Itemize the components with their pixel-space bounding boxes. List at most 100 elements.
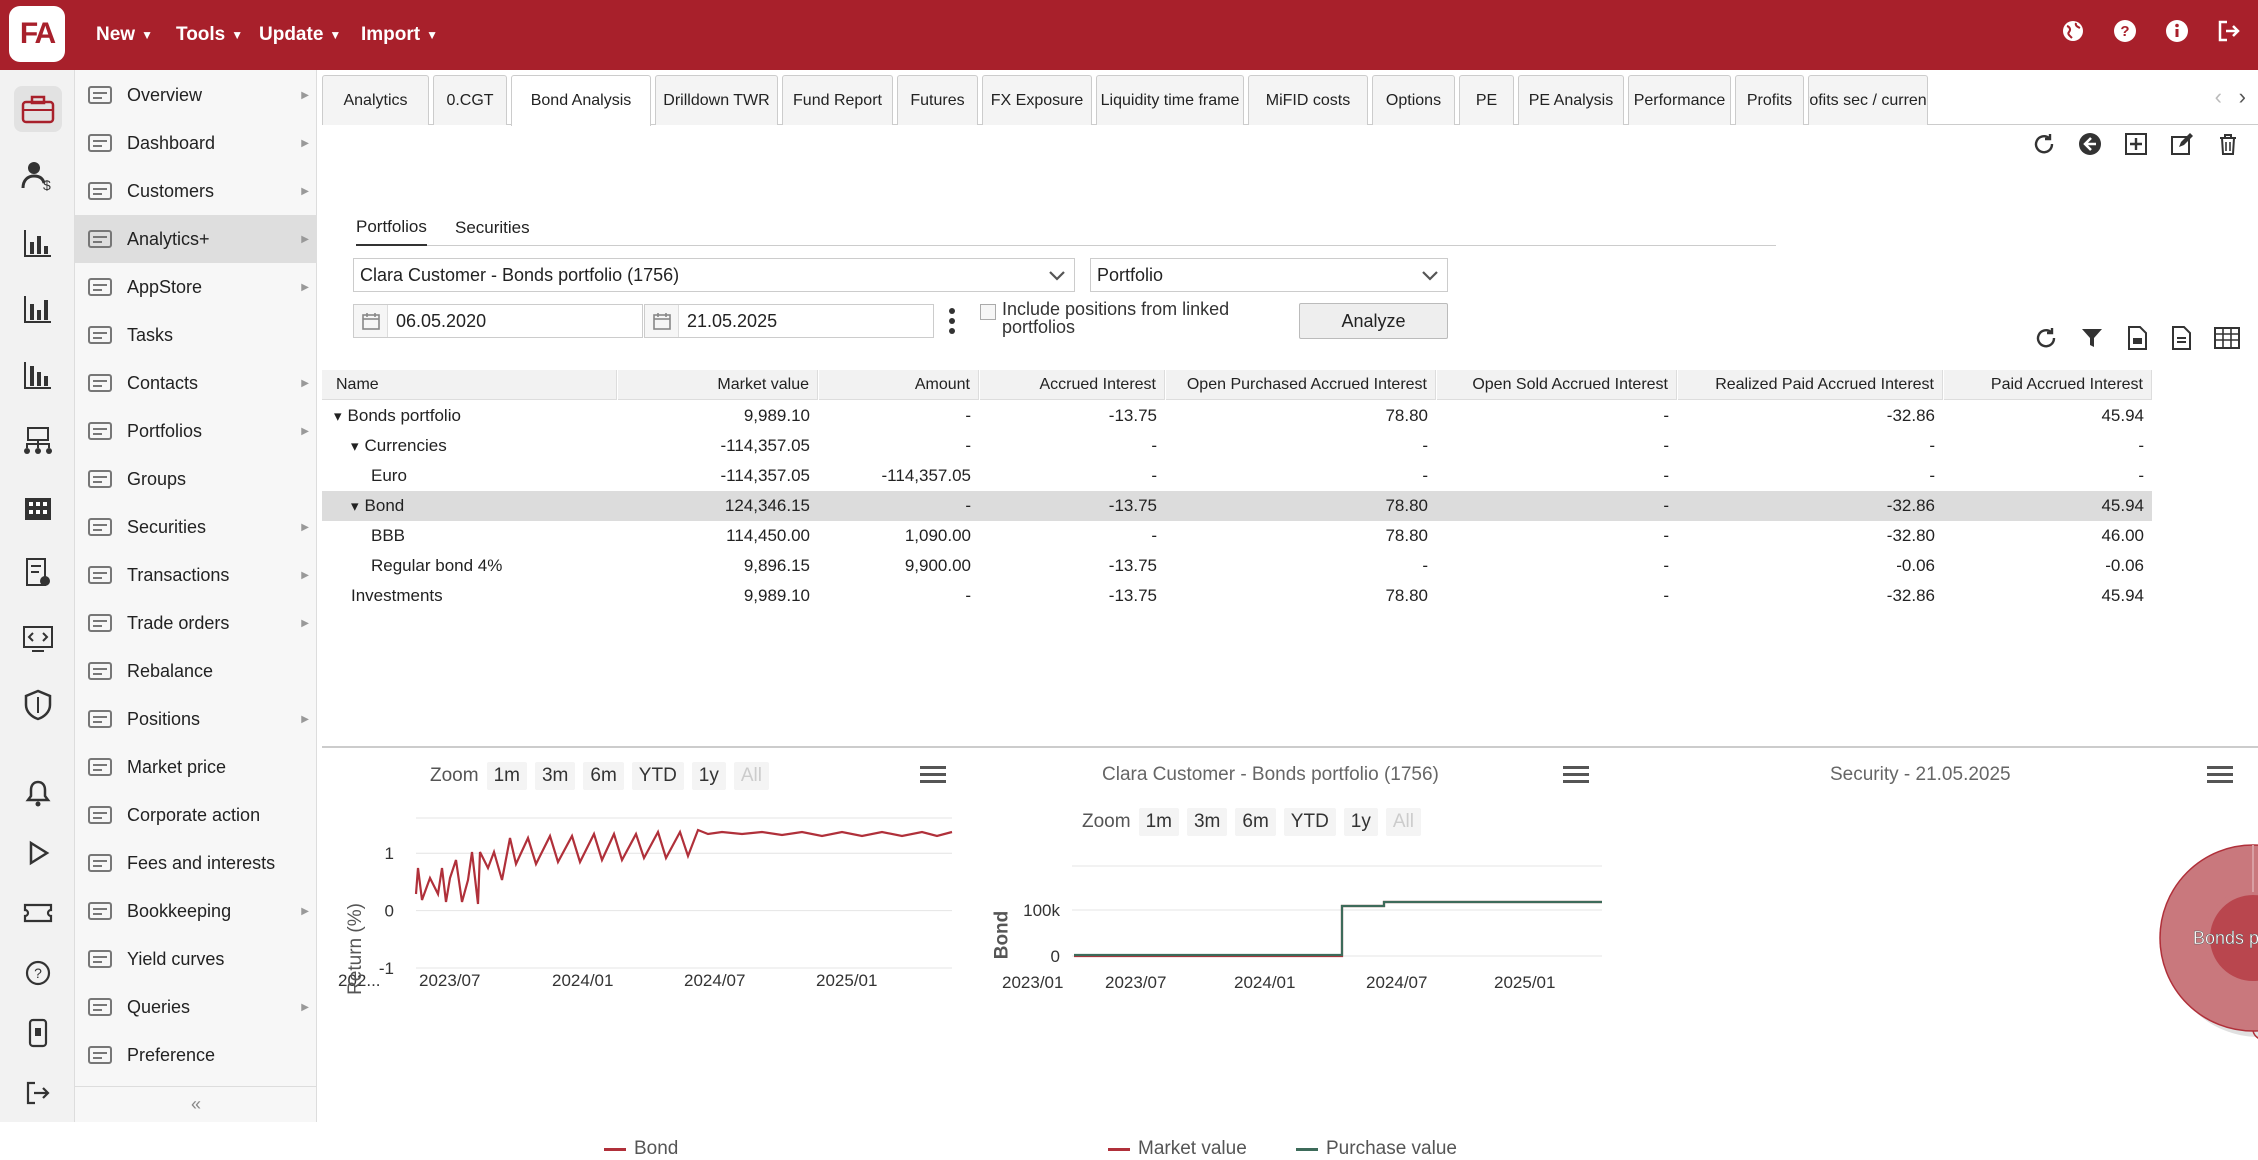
building-icon[interactable]	[14, 484, 62, 530]
subtab-securities[interactable]: Securities	[455, 210, 530, 246]
tab-profits[interactable]: Profits	[1735, 75, 1804, 125]
tab-bond-analysis[interactable]: Bond Analysis	[511, 75, 651, 126]
table-row[interactable]: ▾ Bonds portfolio 9,989.10 - -13.75 78.80 - -32…	[322, 401, 2152, 431]
tab-performance[interactable]: Performance	[1628, 75, 1731, 125]
tab-drilldown-twr[interactable]: Drilldown TWR	[655, 75, 778, 125]
sidebar-item-rebalance[interactable]: Rebalance	[75, 647, 317, 695]
back-icon[interactable]	[2078, 132, 2102, 156]
expand-toggle-icon[interactable]: ▾	[334, 408, 342, 425]
tab-liquidity-time-frame[interactable]: Liquidity time frame	[1096, 75, 1244, 125]
expand-toggle-icon[interactable]: ▾	[351, 498, 359, 515]
app-logo[interactable]: FA	[9, 6, 65, 62]
chart-menu-icon[interactable]	[920, 764, 946, 786]
sidebar-item-positions[interactable]: Positions ▶	[75, 695, 317, 743]
code-window-icon[interactable]	[14, 616, 62, 662]
series-line-bond[interactable]	[414, 828, 953, 905]
table-row[interactable]: BBB 114,450.00 1,090.00 - 78.80 - -32.80 46.00	[322, 521, 2152, 551]
sidebar-item-bookkeeping[interactable]: Bookkeeping ▶	[75, 887, 317, 935]
sidebar-item-contacts[interactable]: Contacts ▶	[75, 359, 317, 407]
tab-mifid-costs[interactable]: MiFID costs	[1248, 75, 1368, 125]
columns-icon[interactable]	[2214, 326, 2240, 355]
sidebar-item-fees-and-interests[interactable]: Fees and interests	[75, 839, 317, 887]
legend-bond[interactable]: Bond	[604, 1138, 678, 1160]
collapse-sidebar-button[interactable]: «	[75, 1086, 317, 1122]
tab-fx-exposure[interactable]: FX Exposure	[982, 75, 1092, 125]
column-header[interactable]: Market value	[618, 370, 818, 400]
sidebar-item-customers[interactable]: Customers ▶	[75, 167, 317, 215]
delete-icon[interactable]	[2216, 132, 2240, 156]
table-row[interactable]: ▾ Bond 124,346.15 - -13.75 78.80 - -32.86 45.94	[322, 491, 2152, 521]
column-header[interactable]: Open Purchased Accrued Interest	[1166, 370, 1436, 400]
legend-purchase-value[interactable]: Purchase value	[1296, 1138, 1457, 1160]
sidebar-item-analytics[interactable]: Analytics+ ▶	[75, 215, 317, 263]
column-header[interactable]: Name	[322, 370, 617, 400]
ticket-icon[interactable]	[14, 890, 62, 936]
tab-options[interactable]: Options	[1372, 75, 1455, 125]
zoom-3m-button[interactable]: 3m	[1186, 808, 1228, 836]
sidebar-item-portfolios[interactable]: Portfolios ▶	[75, 407, 317, 455]
refresh-icon[interactable]	[2032, 132, 2056, 156]
table-row[interactable]: Regular bond 4% 9,896.15 9,900.00 -13.75 - - -…	[322, 551, 2152, 581]
zoom-ytd-button[interactable]: YTD	[631, 762, 684, 790]
tab-0-cgt[interactable]: 0.CGT	[433, 75, 507, 125]
value-chart[interactable]: 100k 0 2023/01 2023/07 2024/01 2024/07 2025/01	[962, 854, 1602, 994]
zoom-1m-button[interactable]: 1m	[1138, 808, 1179, 836]
tab-analytics[interactable]: Analytics	[322, 75, 429, 125]
analyze-button[interactable]: Analyze	[1299, 303, 1448, 339]
tab-pe-analysis[interactable]: PE Analysis	[1518, 75, 1624, 125]
filter-icon[interactable]	[2080, 326, 2104, 355]
logout-icon[interactable]	[2216, 18, 2242, 44]
sidebar-item-tasks[interactable]: Tasks	[75, 311, 317, 359]
menu-tools[interactable]: Tools ▼	[176, 0, 243, 70]
sidebar-item-yield-curves[interactable]: Yield curves	[75, 935, 317, 983]
tab-pe[interactable]: PE	[1459, 75, 1514, 125]
info-icon[interactable]	[2164, 18, 2190, 44]
column-header[interactable]: Accrued Interest	[980, 370, 1165, 400]
more-options-icon[interactable]	[946, 306, 958, 336]
menu-update[interactable]: Update ▼	[259, 0, 341, 70]
column-header[interactable]: Open Sold Accrued Interest	[1437, 370, 1677, 400]
sidebar-item-dashboard[interactable]: Dashboard ▶	[75, 119, 317, 167]
column-header[interactable]: Paid Accrued Interest	[1944, 370, 2152, 400]
column-header[interactable]: Amount	[819, 370, 979, 400]
level-select[interactable]: Portfolio	[1090, 258, 1448, 292]
linked-checkbox[interactable]	[980, 304, 996, 320]
mobile-icon[interactable]	[14, 1010, 62, 1056]
sidebar-item-preference[interactable]: Preference	[75, 1031, 317, 1079]
bell-icon[interactable]	[14, 770, 62, 816]
menu-import[interactable]: Import ▼	[361, 0, 438, 70]
table-refresh-icon[interactable]	[2034, 326, 2058, 355]
series-line-purchase-value[interactable]	[1074, 900, 1602, 957]
question-circle-icon[interactable]: ?	[14, 950, 62, 996]
sidebar-item-trade-orders[interactable]: Trade orders ▶	[75, 599, 317, 647]
tab-fund-report[interactable]: Fund Report	[782, 75, 893, 125]
security-pie-chart[interactable]: Bonds portfolioBond: 1244.82%	[1602, 798, 2258, 1098]
exit-icon[interactable]	[14, 1070, 62, 1116]
performance-chart-icon[interactable]	[14, 352, 62, 398]
edit-icon[interactable]	[2170, 132, 2194, 156]
sidebar-item-securities[interactable]: Securities ▶	[75, 503, 317, 551]
sidebar-item-overview[interactable]: Overview ▶	[75, 71, 317, 119]
sidebar-item-market-price[interactable]: Market price	[75, 743, 317, 791]
chart-menu-icon[interactable]	[2207, 764, 2233, 786]
briefcase-icon[interactable]	[14, 86, 62, 132]
table-row[interactable]: Euro -114,357.05 -114,357.05 - - - - -	[322, 461, 2152, 491]
subtab-portfolios[interactable]: Portfolios	[356, 210, 427, 246]
sidebar-item-appstore[interactable]: AppStore ▶	[75, 263, 317, 311]
start-date-field[interactable]: 06.05.2020	[353, 304, 643, 338]
add-icon[interactable]	[2124, 132, 2148, 156]
zoom-ytd-button[interactable]: YTD	[1283, 808, 1336, 836]
sidebar-item-transactions[interactable]: Transactions ▶	[75, 551, 317, 599]
globe-icon[interactable]	[2060, 18, 2086, 44]
zoom-1y-button[interactable]: 1y	[1343, 808, 1378, 836]
tab-profits-sec-currency[interactable]: Profits sec / currency	[1808, 75, 1928, 125]
menu-new[interactable]: New ▼	[96, 0, 153, 70]
shield-icon[interactable]	[14, 682, 62, 728]
legend-market-value[interactable]: Market value	[1108, 1138, 1247, 1160]
sidebar-item-groups[interactable]: Groups	[75, 455, 317, 503]
tab-futures[interactable]: Futures	[897, 75, 978, 125]
sidebar-item-queries[interactable]: Queries ▶	[75, 983, 317, 1031]
zoom-6m-button[interactable]: 6m	[583, 762, 624, 790]
end-date-field[interactable]: 21.05.2025	[644, 304, 934, 338]
calendar-icon[interactable]	[354, 305, 388, 337]
